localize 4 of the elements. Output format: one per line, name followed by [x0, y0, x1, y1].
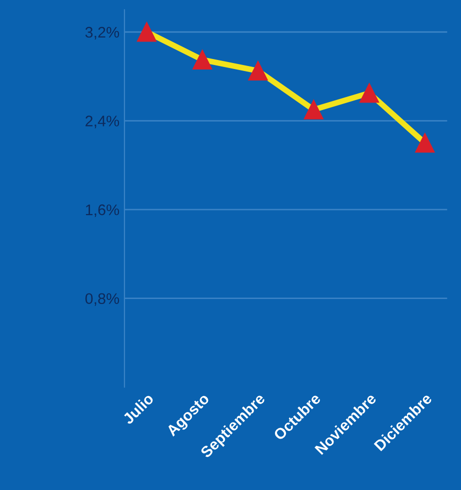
y-tick-label: 2,4%	[86, 116, 120, 128]
y-tick-label: 0,8%	[85, 293, 120, 306]
y-tick-label: 1,6%	[86, 204, 120, 218]
y-tick-label: 3,2%	[85, 26, 120, 40]
